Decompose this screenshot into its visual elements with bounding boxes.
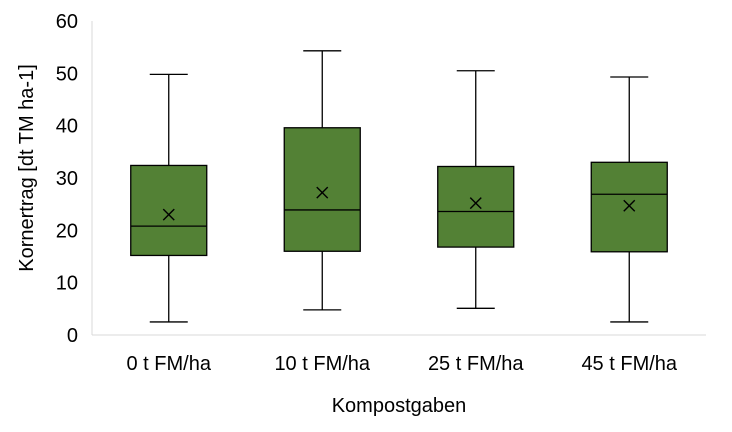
x-tick-labels: 0 t FM/ha 10 t FM/ha 25 t FM/ha 45 t FM/ha — [127, 353, 678, 375]
y-tick-label: 50 — [56, 63, 78, 85]
axes-layer — [91, 21, 706, 336]
y-tick-label: 10 — [56, 273, 78, 295]
y-tick-label: 60 — [56, 11, 78, 33]
y-tick-labels: 0 10 20 30 40 50 60 — [56, 11, 78, 347]
box-iqr — [437, 165, 515, 248]
mean-marker — [623, 199, 636, 212]
x-tick-label: 0 t FM/ha — [127, 353, 212, 375]
box-group — [590, 76, 668, 323]
box-group — [437, 70, 515, 309]
y-tick-label: 20 — [56, 220, 78, 242]
box-iqr — [130, 164, 208, 257]
y-tick-label: 30 — [56, 168, 78, 190]
x-tick-label: 45 t FM/ha — [581, 353, 677, 375]
x-axis-title: Kompostgaben — [332, 395, 467, 417]
box-group — [130, 73, 208, 323]
mean-marker — [162, 208, 175, 221]
mean-marker — [316, 186, 329, 199]
box-group — [283, 50, 361, 311]
box-iqr — [283, 127, 361, 252]
x-tick-label: 10 t FM/ha — [274, 353, 370, 375]
y-axis-title: Kornertrag [dt TM ha-1] — [16, 64, 38, 272]
mean-marker — [469, 197, 482, 210]
y-tick-label: 40 — [56, 116, 78, 138]
y-tick-label: 0 — [67, 325, 78, 347]
x-tick-label: 25 t FM/ha — [428, 353, 524, 375]
box-series — [130, 50, 668, 323]
box-iqr — [590, 161, 668, 253]
